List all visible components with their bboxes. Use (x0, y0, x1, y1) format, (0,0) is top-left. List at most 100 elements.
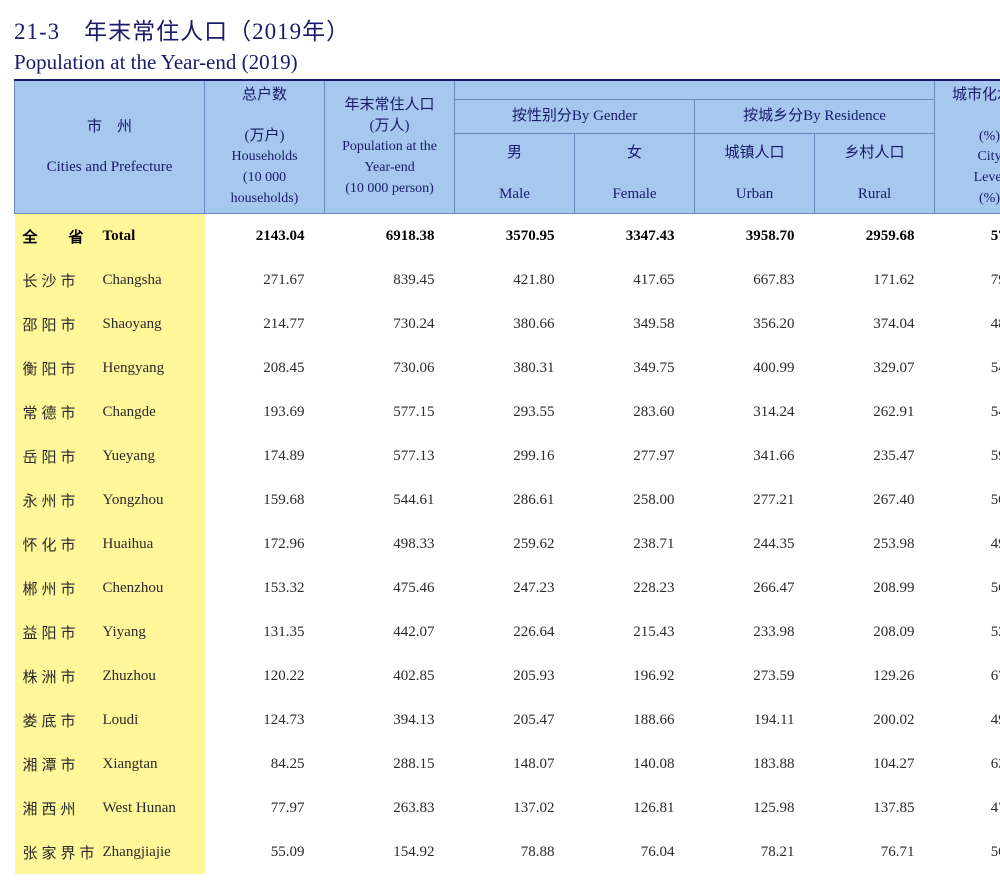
cell-male: 293.55 (455, 390, 575, 434)
hdr-female-en: Female (612, 186, 656, 202)
cell-citylevel: 79.56 (935, 258, 1000, 302)
hdr-citylevel-en1: City (977, 149, 1000, 164)
cell-male: 286.61 (455, 478, 575, 522)
cell-citylevel: 52.93 (935, 610, 1000, 654)
cell-citylevel: 47.75 (935, 786, 1000, 830)
cell-urban: 244.35 (695, 522, 815, 566)
cell-households: 271.67 (205, 258, 325, 302)
cell-male: 205.47 (455, 698, 575, 742)
cell-households: 174.89 (205, 434, 325, 478)
cell-pop: 577.13 (325, 434, 455, 478)
hdr-city-en: Cities and Prefecture (47, 159, 173, 175)
hdr-households-en1: Households (231, 149, 297, 164)
hdr-city: 市 州 Cities and Prefecture (15, 80, 205, 214)
city-name-cn: 长沙市 (15, 258, 97, 302)
cell-citylevel: 67.91 (935, 654, 1000, 698)
hdr-citylevel-unit: (%) (979, 129, 1000, 144)
table-row: 岳阳市Yueyang174.89577.13299.16277.97341.66… (15, 434, 1000, 478)
cell-pop: 730.06 (325, 346, 455, 390)
total-male: 3570.95 (455, 214, 575, 259)
table-body: 全 省 Total 2143.04 6918.38 3570.95 3347.4… (15, 214, 1000, 875)
cell-pop: 402.85 (325, 654, 455, 698)
hdr-pop-cn: 年末常住人口 (345, 97, 435, 113)
city-name-cn: 张家界市 (15, 830, 97, 874)
cell-pop: 544.61 (325, 478, 455, 522)
cell-male: 380.31 (455, 346, 575, 390)
cell-rural: 262.91 (815, 390, 935, 434)
city-name-cn: 怀化市 (15, 522, 97, 566)
cell-female: 283.60 (575, 390, 695, 434)
cell-pop: 475.46 (325, 566, 455, 610)
cell-urban: 667.83 (695, 258, 815, 302)
city-name-cn: 岳阳市 (15, 434, 97, 478)
table-row: 张家界市Zhangjiajie55.09154.9278.8876.0478.2… (15, 830, 1000, 874)
cell-rural: 104.27 (815, 742, 935, 786)
hdr-male-en: Male (499, 186, 530, 202)
cell-female: 196.92 (575, 654, 695, 698)
cell-households: 131.35 (205, 610, 325, 654)
hdr-households-en2: (10 000 households) (231, 170, 299, 206)
cell-citylevel: 54.45 (935, 390, 1000, 434)
hdr-female: 女 Female (575, 133, 695, 213)
cell-citylevel: 54.93 (935, 346, 1000, 390)
total-rural: 2959.68 (815, 214, 935, 259)
hdr-urban: 城镇人口 Urban (695, 133, 815, 213)
city-name-en: Changde (97, 390, 205, 434)
total-households: 2143.04 (205, 214, 325, 259)
title-cn: 21-3 年末常住人口（2019年） (14, 12, 986, 46)
cell-pop: 730.24 (325, 302, 455, 346)
cell-citylevel: 49.03 (935, 522, 1000, 566)
cell-urban: 273.59 (695, 654, 815, 698)
total-female: 3347.43 (575, 214, 695, 259)
cell-households: 214.77 (205, 302, 325, 346)
cell-male: 226.64 (455, 610, 575, 654)
city-name-cn: 株洲市 (15, 654, 97, 698)
city-name-en: Zhangjiajie (97, 830, 205, 874)
total-name-cn: 全 省 (15, 214, 97, 259)
cell-pop: 498.33 (325, 522, 455, 566)
cell-pop: 263.83 (325, 786, 455, 830)
cell-male: 259.62 (455, 522, 575, 566)
cell-households: 159.68 (205, 478, 325, 522)
cell-citylevel: 48.78 (935, 302, 1000, 346)
cell-female: 417.65 (575, 258, 695, 302)
city-name-en: Zhuzhou (97, 654, 205, 698)
cell-households: 55.09 (205, 830, 325, 874)
cell-rural: 329.07 (815, 346, 935, 390)
cell-urban: 266.47 (695, 566, 815, 610)
cell-male: 148.07 (455, 742, 575, 786)
cell-urban: 125.98 (695, 786, 815, 830)
hdr-pop-unit: (万人) (370, 118, 410, 134)
table-row: 长沙市Changsha271.67839.45421.80417.65667.8… (15, 258, 1000, 302)
hdr-citylevel-en3: (%) (979, 191, 1000, 206)
cell-households: 124.73 (205, 698, 325, 742)
hdr-citylevel-en2: Level (974, 170, 1000, 185)
hdr-households: 总户数 (万户) Households (10 000 households) (205, 80, 325, 214)
table-row: 常德市Changde193.69577.15293.55283.60314.24… (15, 390, 1000, 434)
cell-households: 77.97 (205, 786, 325, 830)
city-name-cn: 益阳市 (15, 610, 97, 654)
city-name-en: Yueyang (97, 434, 205, 478)
cell-households: 208.45 (205, 346, 325, 390)
cell-male: 299.16 (455, 434, 575, 478)
cell-rural: 137.85 (815, 786, 935, 830)
city-name-cn: 湘潭市 (15, 742, 97, 786)
cell-rural: 267.40 (815, 478, 935, 522)
hdr-city-cn: 市 州 (87, 119, 132, 135)
table-row: 邵阳市Shaoyang214.77730.24380.66349.58356.2… (15, 302, 1000, 346)
cell-female: 140.08 (575, 742, 695, 786)
cell-pop: 442.07 (325, 610, 455, 654)
cell-pop: 154.92 (325, 830, 455, 874)
hdr-households-cn: 总户数 (242, 87, 287, 103)
table-row: 株洲市Zhuzhou120.22402.85205.93196.92273.59… (15, 654, 1000, 698)
cell-rural: 76.71 (815, 830, 935, 874)
cell-rural: 235.47 (815, 434, 935, 478)
cell-citylevel: 50.90 (935, 478, 1000, 522)
population-table: 市 州 Cities and Prefecture 总户数 (万户) House… (14, 79, 1000, 874)
cell-rural: 253.98 (815, 522, 935, 566)
cell-households: 84.25 (205, 742, 325, 786)
total-pop: 6918.38 (325, 214, 455, 259)
cell-citylevel: 63.81 (935, 742, 1000, 786)
city-name-en: Xiangtan (97, 742, 205, 786)
table-row: 怀化市Huaihua172.96498.33259.62238.71244.35… (15, 522, 1000, 566)
